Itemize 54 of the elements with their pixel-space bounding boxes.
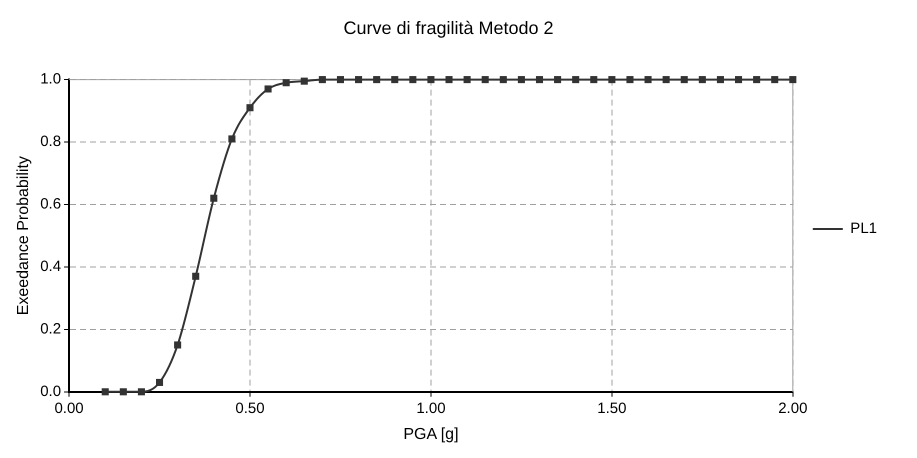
point bbox=[192, 272, 200, 280]
y-tick-label: 0.2 bbox=[40, 320, 62, 338]
point bbox=[409, 76, 416, 84]
y-tick-label: 0.4 bbox=[40, 258, 62, 276]
point bbox=[156, 378, 164, 386]
point bbox=[102, 388, 109, 396]
point bbox=[662, 76, 670, 84]
point bbox=[246, 104, 254, 112]
point bbox=[698, 76, 706, 84]
point bbox=[336, 76, 344, 84]
point bbox=[518, 76, 525, 84]
point bbox=[282, 79, 290, 86]
point bbox=[464, 76, 471, 84]
x-axis-title: PGA [g] bbox=[403, 426, 458, 443]
point bbox=[734, 76, 742, 84]
point bbox=[355, 76, 362, 84]
chart-title: Curve di fragilità Metodo 2 bbox=[343, 18, 554, 38]
x-tick-label: 0.00 bbox=[54, 400, 84, 417]
point bbox=[716, 76, 724, 84]
x-tick-label: 1.00 bbox=[416, 400, 446, 417]
point bbox=[373, 76, 380, 84]
y-tick-label: 0.0 bbox=[40, 382, 62, 400]
point bbox=[300, 78, 308, 85]
point bbox=[391, 76, 398, 84]
point bbox=[644, 76, 652, 84]
point bbox=[174, 341, 182, 349]
point bbox=[445, 76, 453, 84]
x-tick-label: 0.50 bbox=[235, 400, 265, 417]
point bbox=[120, 388, 127, 396]
x-tick-label: 2.00 bbox=[778, 400, 808, 417]
legend-label: PL1 bbox=[850, 220, 878, 238]
point bbox=[590, 76, 598, 84]
point bbox=[572, 76, 580, 84]
y-tick-label: 0.6 bbox=[40, 196, 62, 213]
point bbox=[626, 76, 634, 84]
point bbox=[771, 76, 778, 84]
y-tick-label: 0.8 bbox=[40, 133, 62, 150]
x-tick-label: 1.50 bbox=[597, 400, 626, 417]
point bbox=[753, 76, 760, 84]
y-tick-label: 1.0 bbox=[40, 70, 62, 88]
point bbox=[789, 76, 796, 84]
point bbox=[536, 76, 544, 84]
y-axis-title: Exeedance Probability bbox=[15, 156, 32, 316]
point bbox=[554, 76, 562, 84]
point bbox=[210, 194, 218, 202]
point bbox=[500, 76, 507, 84]
point bbox=[608, 76, 616, 84]
point bbox=[680, 76, 688, 84]
point bbox=[482, 76, 489, 84]
point bbox=[264, 85, 272, 92]
point bbox=[427, 76, 434, 84]
point bbox=[138, 388, 145, 396]
point bbox=[318, 76, 326, 84]
point bbox=[228, 135, 236, 142]
